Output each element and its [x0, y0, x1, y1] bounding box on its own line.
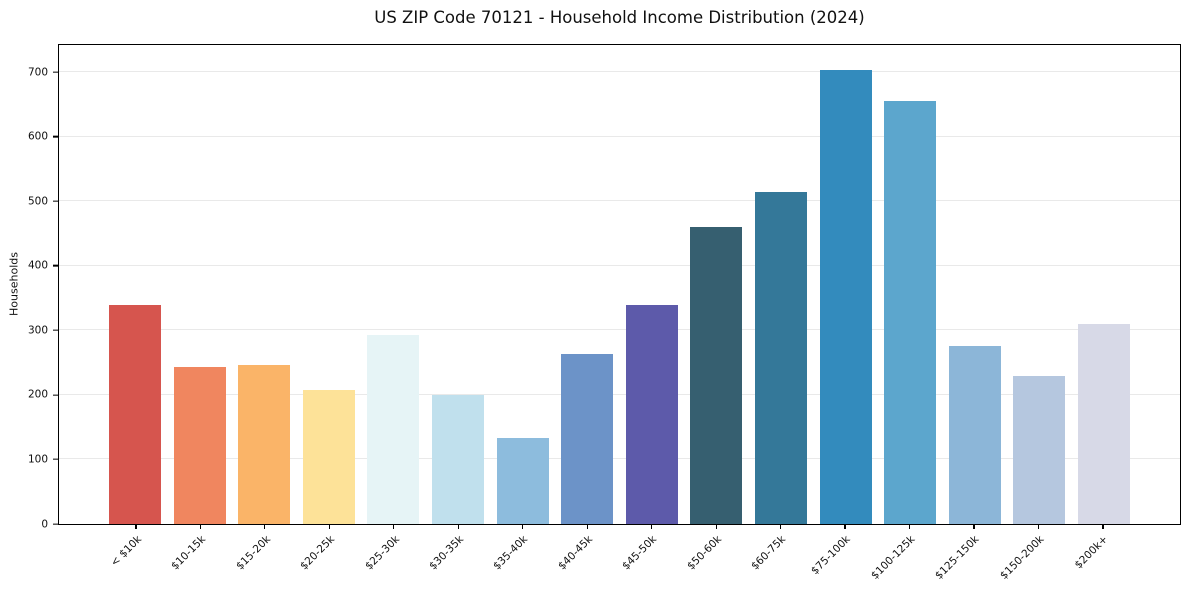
y-tick-mark	[53, 136, 59, 138]
y-tick-label: 600	[27, 130, 48, 143]
bar-35-40k	[496, 438, 549, 524]
x-tick-mark	[264, 524, 266, 529]
bar-50-60k	[690, 227, 743, 524]
gridline	[59, 135, 1180, 137]
x-tick-label: $15-20k	[233, 533, 273, 573]
x-tick-label: $30-35k	[426, 533, 467, 573]
y-tick-label: 0	[41, 517, 48, 530]
y-tick-label: 200	[27, 388, 48, 401]
bar-150-200k	[1013, 375, 1066, 524]
x-tick-mark	[586, 524, 588, 529]
x-tick-mark	[908, 524, 911, 529]
x-tick-mark	[457, 524, 459, 529]
x-tick-label: $10-15k	[169, 533, 209, 573]
gridline	[59, 329, 1180, 331]
x-tick-mark	[522, 524, 524, 529]
y-tick-mark	[53, 394, 59, 396]
y-tick-label: 700	[27, 65, 48, 78]
chart-title: US ZIP Code 70121 - Household Income Dis…	[374, 8, 865, 27]
bar-25-30k	[367, 334, 420, 524]
y-tick-label: 400	[27, 259, 48, 272]
gridline	[59, 200, 1180, 202]
y-tick-mark	[53, 200, 59, 202]
y-axis-label: Households	[7, 252, 21, 316]
x-tick-mark	[1037, 524, 1040, 529]
x-tick-label: $60-75k	[749, 533, 789, 573]
x-tick-label: $200k+	[1072, 533, 1111, 572]
x-tick-mark	[1102, 524, 1104, 529]
gridline	[59, 458, 1180, 460]
x-tick-label: $35-40k	[491, 533, 531, 573]
x-tick-label: $125-150k	[933, 533, 982, 582]
x-tick-label: $20-25k	[298, 533, 338, 573]
x-tick-mark	[651, 524, 653, 529]
bar-10k	[109, 304, 161, 524]
gridline	[59, 264, 1180, 266]
bar-30-35k	[431, 394, 484, 524]
x-tick-mark	[393, 524, 395, 529]
x-tick-label: $75-100k	[809, 533, 853, 578]
x-tick-label: $25-30k	[362, 533, 402, 573]
bar-20-25k	[302, 390, 355, 524]
plot-area: 0 100 200 300 400 500 600 700 < $10k $10-15k $15-…	[28, 44, 1181, 582]
x-tick-mark	[779, 524, 782, 529]
x-tick-mark	[199, 524, 201, 529]
x-tick-label: $100-125k	[868, 533, 918, 582]
bar-10-15k	[173, 366, 226, 524]
y-tick-mark	[53, 329, 59, 331]
x-tick-mark	[973, 524, 975, 529]
bar-45-50k	[625, 304, 678, 524]
x-tick-label: $45-50k	[620, 533, 660, 573]
bars-layer	[59, 45, 1180, 524]
y-tick-mark	[53, 71, 59, 73]
x-tick-label: $50-60k	[684, 533, 724, 573]
y-tick-mark	[53, 523, 59, 525]
gridline	[59, 393, 1180, 395]
y-tick-label: 500	[27, 194, 48, 207]
x-tick-label: < $10k	[108, 533, 144, 569]
x-tick-mark	[328, 524, 330, 529]
y-tick-label: 100	[27, 453, 48, 466]
y-tick-label: 300	[27, 324, 48, 337]
y-tick-mark	[53, 265, 59, 267]
bar-15-20k	[238, 364, 291, 524]
bar-40-45k	[561, 353, 614, 524]
x-tick-mark	[844, 524, 846, 529]
x-tick-label: $150-200k	[997, 533, 1047, 582]
y-tick-mark	[53, 458, 59, 461]
bar-200k	[1077, 323, 1130, 524]
bar-125-150k	[948, 345, 1001, 524]
bar-75-100k	[819, 70, 872, 524]
bar-100-125k	[884, 101, 937, 524]
x-tick-mark	[135, 524, 137, 529]
gridline	[59, 71, 1180, 73]
x-tick-label: $40-45k	[555, 533, 595, 573]
x-tick-mark	[715, 524, 717, 529]
bar-60-75k	[754, 191, 807, 524]
